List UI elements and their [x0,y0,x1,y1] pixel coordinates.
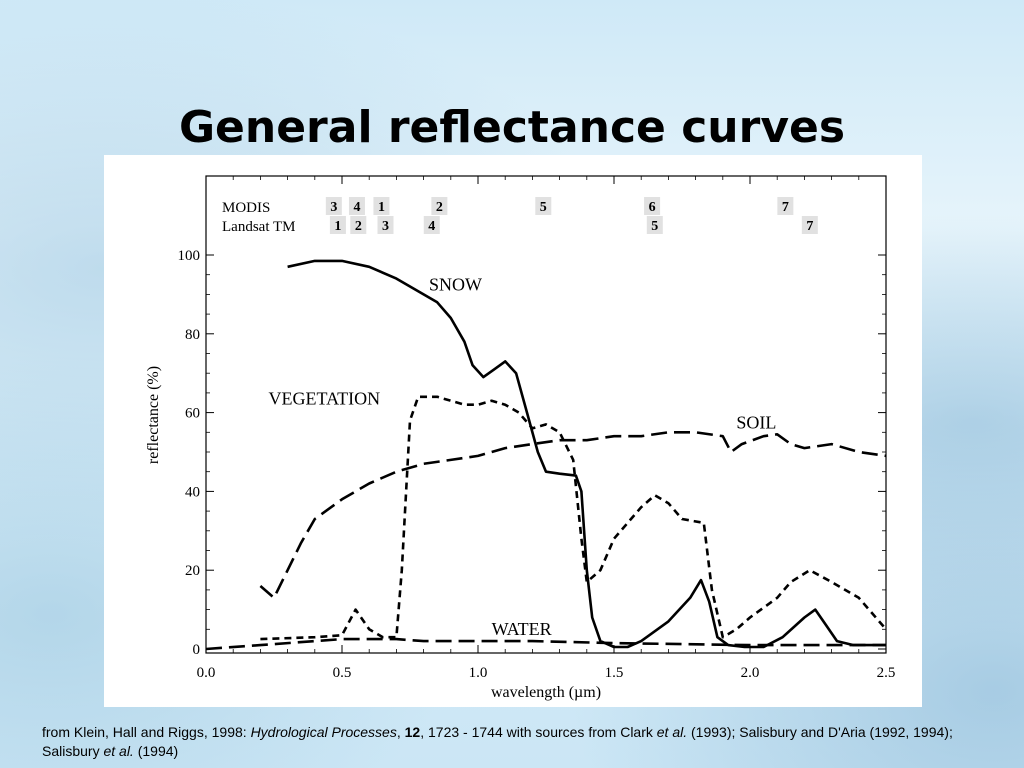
slide-title: General reflectance curves [178,102,846,153]
y-axis-ticks: 0 20 40 60 80 100 [178,248,886,658]
x-tick-label: 2.0 [741,665,760,681]
modis-band-label: 1 [378,200,385,215]
series-label-snow: SNOW [429,274,482,294]
series-lines [205,259,887,651]
x-tick-label: 1.0 [469,665,488,681]
landsat-band-label: 2 [355,219,362,234]
x-tick-label: 0.0 [197,665,216,681]
caption-mid: (1993); Salisbury and D'Aria (1992, 1994… [42,724,953,759]
figure-caption: from Klein, Hall and Riggs, 1998: Hydrol… [42,723,982,761]
x-axis-ticks: 0.0 0.5 1.0 1.5 2.0 2.5 [197,176,896,681]
modis-band-label: 7 [782,200,789,215]
landsat-band-shade [329,216,346,234]
modis-band-label: 2 [436,200,443,215]
caption-prefix: from Klein, Hall and Riggs, 1998: [42,724,251,740]
x-tick-label: 2.5 [877,665,896,681]
series-label-water: WATER [492,619,552,639]
y-tick-label: 60 [185,406,200,422]
y-axis-title: reflectance (%) [145,366,162,464]
modis-band-shade [777,197,794,215]
x-tick-label: 0.5 [333,665,352,681]
series-line-snow [287,259,886,649]
modis-band-shade [431,197,448,215]
series-label-vegetation: VEGETATION [269,389,381,409]
y-tick-label: 40 [185,484,200,500]
modis-band-label: 6 [649,200,656,215]
x-tick-label: 1.5 [605,665,624,681]
y-tick-label: 0 [193,642,201,658]
series-line-water [205,637,886,651]
plot-frame [205,175,887,654]
series-label-soil: SOIL [736,412,776,432]
landsat-band-label: 7 [806,219,813,234]
series-labels: SNOW VEGETATION SOIL WATER [269,274,777,639]
modis-band-label: 3 [330,200,337,215]
caption-sep: , [396,724,405,740]
modis-band-shade [535,197,552,215]
landsat-band-shade [377,216,394,234]
y-tick-label: 80 [185,327,200,343]
modis-row-label: MODIS [222,200,270,216]
caption-etal-2: et al. [103,743,134,759]
caption-etal-1: et al. [656,724,688,740]
landsat-row-label: Landsat TM [222,219,295,235]
series-line-vegetation [260,395,887,641]
landsat-band-label: 1 [334,219,341,234]
modis-band-shade [373,197,390,215]
caption-end: (1994) [133,743,179,759]
y-tick-label: 20 [185,563,200,579]
landsat-band-shade [423,216,440,234]
landsat-band-shade [801,216,818,234]
x-axis-title: wavelength (µm) [491,684,601,701]
y-tick-label: 100 [178,248,201,264]
series-line-soil [259,431,887,600]
caption-volume: 12 [404,724,421,740]
landsat-band-label: 3 [382,219,389,234]
landsat-band-label: 5 [651,219,658,234]
modis-band-shade [325,197,342,215]
landsat-band-label: 4 [428,219,435,234]
landsat-band-shade [350,216,367,234]
modis-band-shade [644,197,661,215]
caption-journal: Hydrological Processes [250,724,397,740]
spectral-bands: 3 4 1 2 5 6 71 2 3 4 5 7 [325,197,818,234]
caption-pages: , 1723 - 1744 with sources from Clark [420,724,657,740]
modis-band-shade [348,197,365,215]
modis-band-label: 5 [540,200,547,215]
modis-band-label: 4 [353,200,360,215]
landsat-band-shade [646,216,663,234]
